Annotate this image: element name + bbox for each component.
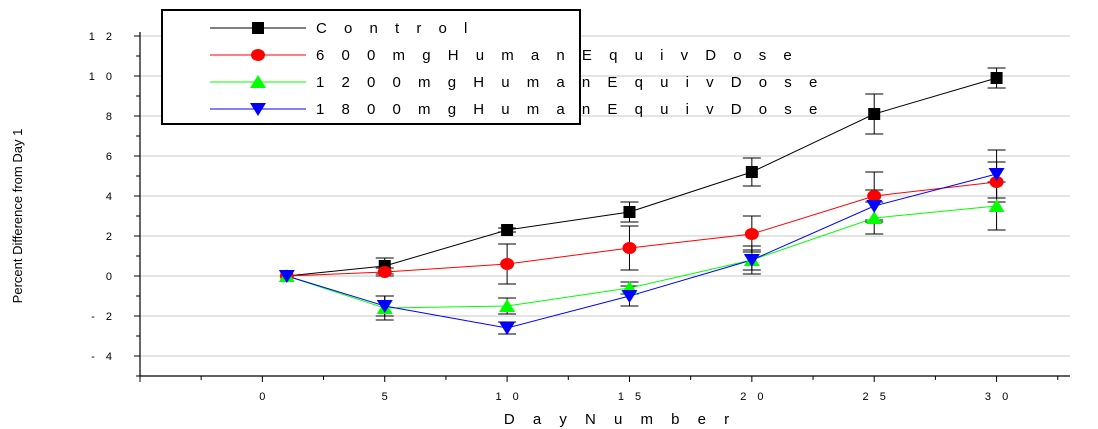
legend-marker-1 <box>251 49 265 61</box>
x-tick-label-30: 3 0 <box>985 391 1012 403</box>
y-tick-label--4: - 4 <box>91 351 116 363</box>
data-point-s1-p6 <box>989 176 1004 188</box>
legend-marker-0 <box>252 22 264 34</box>
legend-entry-1800mg: 1 8 0 0 m g H u m a n E q u i v D o s e <box>316 101 824 118</box>
data-point-s3-p6 <box>988 168 1005 181</box>
data-point-s0-p4 <box>745 166 758 178</box>
data-point-s1-p2 <box>500 258 515 270</box>
y-tick-label-2: 2 <box>106 231 116 243</box>
y-tick-label-6: 6 <box>106 151 116 163</box>
legend-box <box>161 9 581 125</box>
data-point-s3-p5 <box>866 200 883 213</box>
x-tick-label-0: 0 <box>259 391 269 403</box>
x-tick-label-20: 2 0 <box>740 391 767 403</box>
data-point-s1-p1 <box>377 266 392 278</box>
y-tick-label-0: 0 <box>106 271 116 283</box>
x-tick-label-15: 1 5 <box>618 391 645 403</box>
legend-marker-2 <box>250 75 266 88</box>
legend-entry-control: C o n t r o l <box>316 20 474 37</box>
data-point-s3-p3 <box>621 290 638 303</box>
data-point-s3-p4 <box>743 254 760 267</box>
series-line-3 <box>286 173 997 329</box>
tick-labels: - 4 - 2 0 2 4 6 8 1 0 1 2 0 5 1 0 1 5 2 0 2 5 3 0 <box>89 31 1012 403</box>
data-point-s2-p6 <box>988 199 1005 212</box>
series-markers <box>278 72 1005 335</box>
data-point-s1-p5 <box>867 190 882 202</box>
y-tick-label-8: 8 <box>106 111 116 123</box>
data-point-s0-p6 <box>990 72 1003 84</box>
x-tick-label-10: 1 0 <box>495 391 522 403</box>
x-tick-label-25: 2 5 <box>863 391 890 403</box>
legend-samples <box>210 22 306 116</box>
data-point-s3-p0 <box>278 270 295 283</box>
data-point-s1-p3 <box>622 242 637 254</box>
data-point-s2-p2 <box>499 299 516 312</box>
y-axis-label: Percent Difference from Day 1 <box>10 129 25 304</box>
data-point-s0-p3 <box>623 206 636 218</box>
y-tick-label-10: 1 0 <box>89 71 116 83</box>
legend-entry-600mg: 6 0 0 m g H u m a n E q u i v D o s e <box>316 47 798 64</box>
data-point-s0-p5 <box>868 108 881 120</box>
data-point-s0-p2 <box>501 224 514 236</box>
y-tick-label-12: 1 2 <box>89 31 116 43</box>
legend-entry-1200mg: 1 2 0 0 m g H u m a n E q u i v D o s e <box>316 74 824 91</box>
legend-marker-3 <box>250 103 266 116</box>
y-tick-label--2: - 2 <box>91 311 116 323</box>
data-point-s1-p4 <box>744 228 759 240</box>
x-axis-label: D a y N u m b e r <box>504 411 736 428</box>
axes <box>134 32 1070 382</box>
data-point-s3-p2 <box>499 322 516 335</box>
x-tick-label-5: 5 <box>382 391 392 403</box>
legend: C o n t r o l 6 0 0 m g H u m a n E q u … <box>161 9 824 125</box>
data-point-s2-p5 <box>866 211 883 224</box>
y-tick-label-4: 4 <box>106 191 116 203</box>
data-point-s3-p1 <box>376 300 393 313</box>
